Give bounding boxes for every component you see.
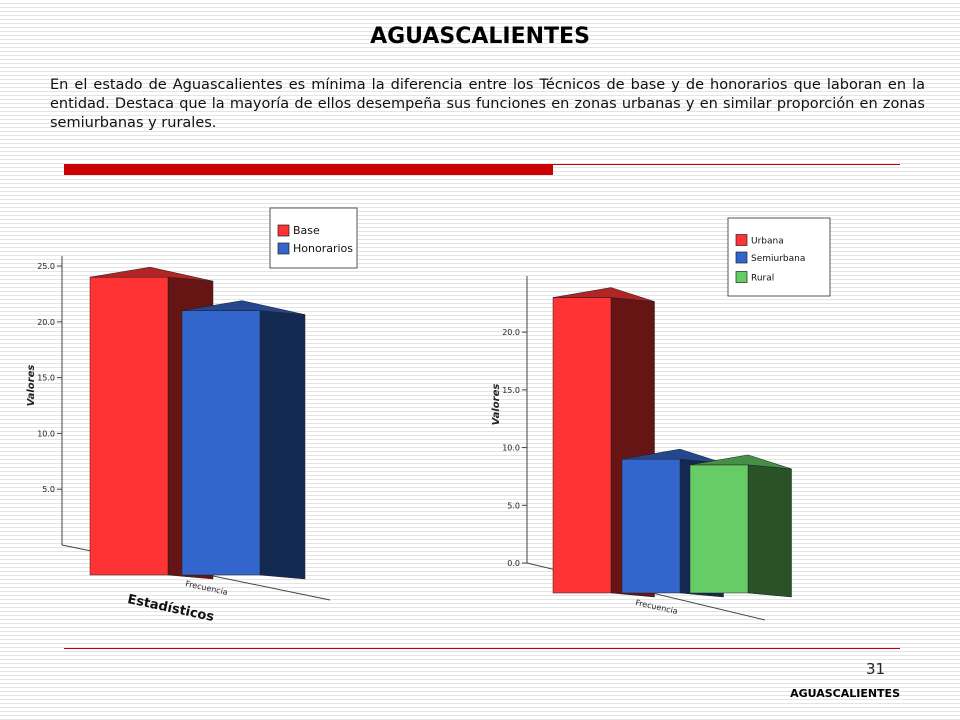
bar-top: [689, 454, 792, 470]
bar: [89, 276, 169, 576]
paragraph: En el estado de Aguascalientes es mínima…: [50, 77, 925, 131]
bar-side: [259, 310, 306, 580]
legend-swatch: [735, 251, 748, 264]
bar: [621, 458, 681, 594]
legend-box: [269, 207, 358, 269]
legend-label: Honorarios: [293, 242, 353, 255]
y-tick-label: 20.0: [502, 328, 520, 337]
bar-top: [89, 266, 214, 282]
y-tick-label: 25.0: [37, 262, 55, 271]
y-tick-label: 15.0: [502, 386, 520, 395]
x-axis-label: Estadísticos: [126, 592, 216, 625]
divider: [64, 648, 900, 649]
y-tick-label: 15.0: [37, 374, 55, 383]
bar-side: [747, 464, 792, 598]
legend-swatch: [735, 271, 748, 283]
divider: [64, 164, 900, 165]
legend-label: Semiurbana: [751, 254, 805, 264]
accent-bar: [64, 165, 553, 175]
y-axis-label: Valores: [491, 384, 502, 426]
y-tick-label: 5.0: [42, 485, 55, 494]
legend-swatch: [277, 242, 290, 255]
legend-label: Base: [293, 224, 320, 237]
bar-top: [552, 287, 655, 302]
bar-top: [181, 300, 306, 315]
legend-swatch: [277, 224, 290, 237]
page-number: 31: [866, 660, 886, 678]
y-tick-label: 10.0: [502, 444, 520, 453]
x-tick-label: Frecuencia: [185, 579, 229, 597]
legend-label: Rural: [751, 274, 774, 284]
y-tick-label: 0.0: [507, 559, 520, 568]
bar: [689, 464, 749, 594]
bar: [181, 310, 261, 576]
x-tick-label: Frecuencia: [635, 598, 679, 616]
bar: [552, 297, 612, 594]
legend-label: Urbana: [751, 237, 784, 247]
legend-swatch: [735, 234, 748, 246]
y-axis-label: Valores: [26, 365, 37, 407]
y-tick-label: 20.0: [37, 318, 55, 327]
title: AGUASCALIENTES: [370, 24, 590, 49]
y-tick-label: 5.0: [507, 501, 520, 510]
y-tick-label: 10.0: [37, 429, 55, 438]
footer-label: AGUASCALIENTES: [790, 687, 900, 700]
